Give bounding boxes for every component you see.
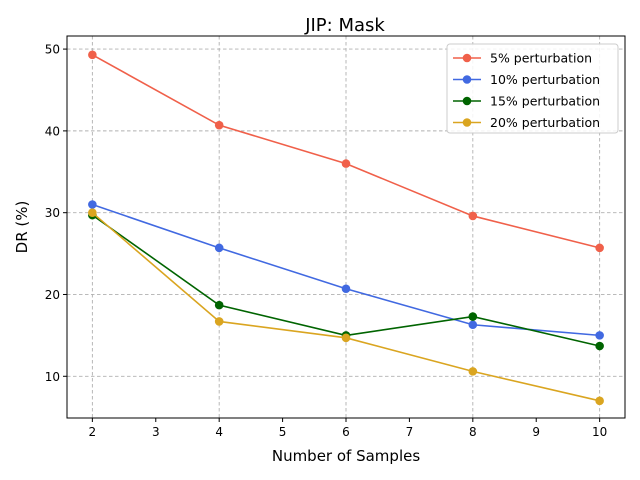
legend-label: 5% perturbation: [490, 51, 592, 66]
series-1: [88, 50, 604, 253]
data-point: [341, 284, 351, 294]
data-point: [468, 312, 478, 321]
data-point: [595, 396, 604, 406]
series-4: [88, 208, 604, 406]
x-axis-label: Number of Samples: [272, 447, 420, 465]
x-tick-label: 8: [469, 425, 477, 439]
data-point: [468, 211, 478, 221]
legend-label: 15% perturbation: [490, 94, 600, 109]
x-tick-label: 7: [406, 425, 414, 439]
data-point: [214, 300, 224, 310]
x-tick-label: 3: [152, 425, 160, 439]
series-3: [88, 210, 604, 351]
data-point: [468, 320, 478, 330]
legend-item: 5% perturbation: [453, 51, 592, 66]
legend-marker: [462, 75, 472, 84]
data-point: [595, 243, 604, 253]
legend-item: 15% perturbation: [453, 94, 600, 109]
legend-label: 10% perturbation: [490, 72, 600, 87]
x-tick-label: 10: [592, 425, 607, 439]
x-tick-label: 9: [532, 425, 540, 439]
legend-marker: [462, 118, 472, 127]
legend-item: 20% perturbation: [453, 115, 600, 130]
x-tick-label: 2: [89, 425, 97, 439]
chart-title: JIP: Mask: [304, 15, 385, 36]
y-tick-label: 20: [45, 288, 60, 302]
y-tick-label: 30: [45, 206, 60, 220]
x-axis: 2 3 4 5 6 7 8 9 10: [89, 418, 607, 439]
data-point: [214, 317, 224, 326]
legend-box: [446, 43, 619, 134]
data-point: [88, 208, 97, 217]
legend-marker: [462, 96, 472, 106]
data-point: [595, 341, 604, 351]
data-point: [88, 200, 97, 209]
data-point: [214, 243, 224, 253]
data-point: [214, 120, 224, 130]
y-tick-label: 10: [45, 370, 60, 384]
data-point: [88, 50, 97, 60]
legend-item: 10% perturbation: [453, 72, 600, 87]
series-layer: [88, 50, 604, 406]
legend-marker: [462, 53, 472, 63]
x-tick-label: 6: [342, 425, 350, 439]
series-2: [88, 200, 604, 340]
data-point: [341, 159, 351, 168]
y-tick-label: 50: [45, 43, 60, 57]
y-tick-label: 40: [45, 124, 60, 138]
legend-label: 20% perturbation: [490, 115, 600, 130]
y-axis: 10 20 30 40 50: [45, 43, 67, 384]
y-axis-label: DR (%): [13, 201, 31, 254]
data-point: [341, 333, 351, 343]
legend: 5% perturbation 10% perturbation 15% pertu…: [446, 43, 619, 134]
x-tick-label: 4: [215, 425, 223, 439]
x-tick-label: 5: [279, 425, 287, 439]
data-point: [595, 331, 604, 340]
data-point: [468, 367, 478, 376]
